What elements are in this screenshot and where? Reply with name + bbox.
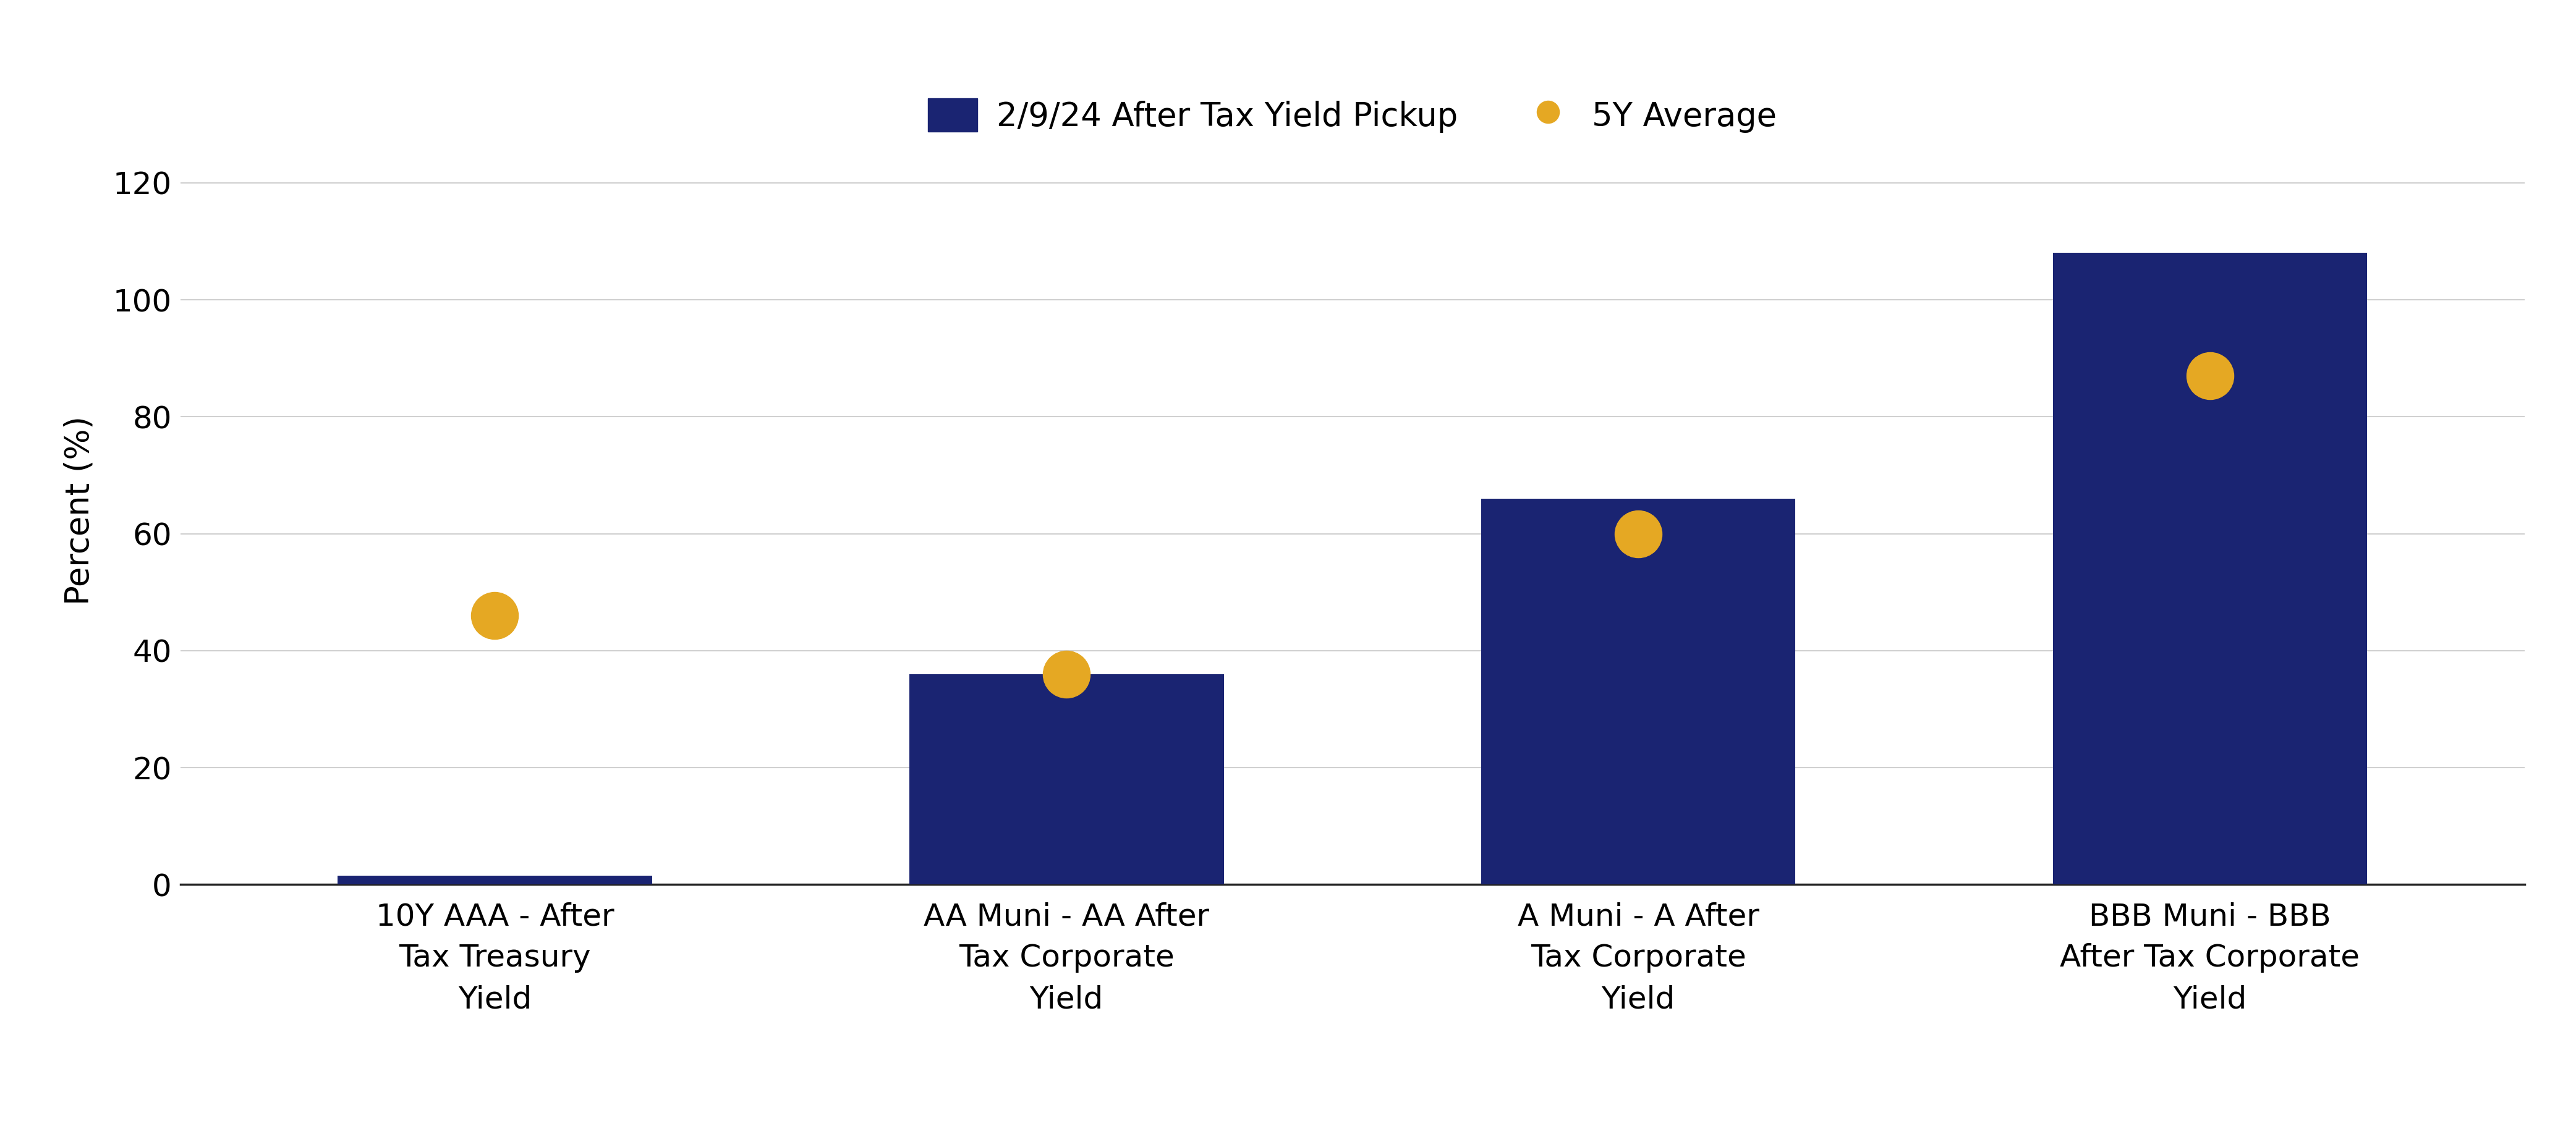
Point	[1046, 665, 1087, 683]
Legend: 2/9/24 After Tax Yield Pickup, 5Y Average: 2/9/24 After Tax Yield Pickup, 5Y Averag…	[914, 85, 1790, 145]
Bar	[909, 674, 1224, 885]
Point	[474, 607, 515, 625]
Bar	[2053, 253, 2367, 885]
Bar	[1481, 499, 1795, 885]
Y-axis label: Percent (%): Percent (%)	[64, 416, 95, 604]
Point	[2190, 366, 2231, 384]
Point	[1618, 525, 1659, 543]
Bar	[337, 875, 652, 885]
